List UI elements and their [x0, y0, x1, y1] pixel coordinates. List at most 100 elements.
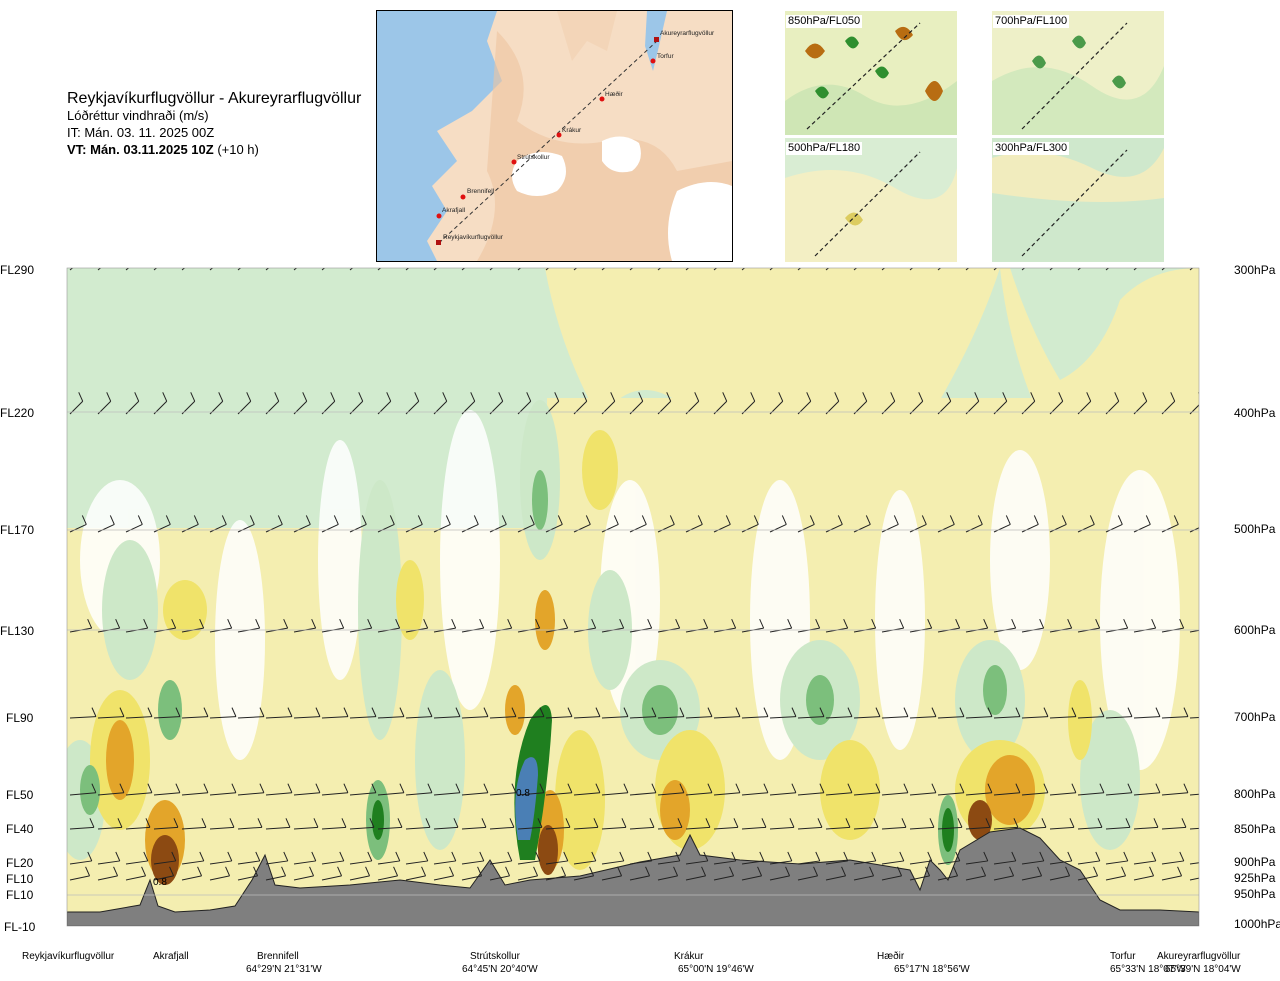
wind-barb-feather	[246, 392, 252, 402]
wind-barb-feather	[819, 707, 825, 717]
wind-barb	[545, 523, 563, 533]
wind-barb	[153, 826, 178, 830]
wind-barb-feather	[511, 783, 517, 793]
wind-barb	[405, 523, 423, 533]
wind-barb	[573, 523, 591, 533]
wind-barb	[181, 875, 202, 881]
wind-barb	[825, 792, 852, 796]
thumbnail-label: 850hPa/FL050	[786, 15, 863, 28]
wind-barb-feather	[563, 851, 569, 862]
wind-barb-feather	[1151, 851, 1157, 862]
wind-barb-feather	[1071, 783, 1077, 793]
wind-barb-feather	[862, 392, 868, 402]
wind-barb-feather	[311, 851, 317, 862]
wind-barb-feather	[875, 707, 881, 717]
wind-barb-feather	[367, 851, 373, 862]
wind-barb	[489, 860, 512, 865]
wind-barb-feather	[203, 783, 209, 793]
wind-barb-feather	[561, 866, 567, 877]
wind-barb-feather	[283, 851, 289, 862]
wind-barb	[265, 875, 286, 881]
wind-barb-feather	[677, 818, 683, 828]
wind-barb	[629, 716, 656, 719]
route-map[interactable]: Akureyrarflugvöllur Torfur Hæðir Krákur …	[376, 10, 733, 262]
wind-barb-feather	[339, 618, 345, 629]
wind-barb-feather	[589, 866, 595, 877]
wind-barb	[349, 826, 374, 830]
wind-barb	[293, 875, 314, 881]
pressure-label: 850hPa	[1234, 822, 1276, 836]
wind-barb	[685, 860, 708, 865]
wind-barb	[321, 860, 344, 865]
wind-barb	[1049, 875, 1070, 881]
wind-barb-feather	[1069, 818, 1075, 828]
wind-barb-feather	[1065, 866, 1071, 877]
fl-label: FL290	[0, 263, 35, 277]
wind-barb	[321, 792, 348, 796]
wind-barb-feather	[417, 515, 423, 525]
location-label: Krákur 65°00'N 19°46'W	[674, 950, 754, 976]
wind-barb-feather	[753, 515, 759, 525]
wind-barb-feather	[554, 392, 560, 402]
wind-barb	[797, 860, 820, 865]
wind-barb-feather	[535, 618, 541, 629]
wind-barb-feather	[582, 392, 588, 402]
valid-time-offset: (+10 h)	[213, 142, 259, 157]
wind-barb-feather	[451, 618, 457, 629]
wind-barb-feather	[1058, 392, 1064, 402]
wind-barb-feather	[619, 851, 625, 862]
map-label-haedir: Hæðir	[605, 90, 624, 98]
wind-barb	[405, 716, 432, 719]
wind-barb-feather	[921, 515, 927, 525]
wind-barb-feather	[201, 818, 207, 828]
thumbnail-850[interactable]: 850hPa/FL050	[785, 11, 957, 135]
wind-barb-feather	[505, 866, 511, 877]
wind-barb	[545, 792, 572, 796]
wind-barb-feather	[1093, 866, 1099, 877]
wind-barb	[97, 792, 124, 796]
wind-barb	[461, 860, 484, 865]
wind-barb-feather	[623, 783, 629, 793]
wind-barb-feather	[787, 618, 793, 629]
wind-barb	[1189, 717, 1199, 719]
wind-barb-feather	[343, 707, 349, 717]
wind-barb	[965, 523, 983, 533]
wind-barb-feather	[455, 783, 461, 793]
wind-barb	[825, 860, 848, 865]
wind-barb-feather	[259, 707, 265, 717]
thumbnail-700[interactable]: 700hPa/FL100	[992, 11, 1164, 135]
wind-barb-feather	[257, 818, 263, 828]
wind-barb	[125, 792, 152, 796]
wind-barb-feather	[399, 783, 405, 793]
wind-barb-feather	[1206, 867, 1210, 876]
wind-barb-feather	[231, 783, 237, 793]
wind-barb-feather	[763, 707, 769, 717]
wind-barb-feather	[675, 618, 681, 629]
wind-barb	[1161, 875, 1182, 881]
wind-barb-feather	[1039, 618, 1045, 629]
wind-barb-feather	[225, 866, 231, 877]
wind-barb	[573, 792, 600, 796]
wind-barb-feather	[455, 707, 461, 717]
wind-barb-feather	[645, 866, 651, 877]
wind-barbs	[69, 268, 1210, 881]
thumbnail-500[interactable]: 500hPa/FL180	[785, 138, 957, 262]
wind-barb-feather	[227, 851, 233, 862]
wind-barb	[545, 860, 568, 865]
pressure-label: 700hPa	[1234, 710, 1276, 724]
wind-barb-feather	[1114, 392, 1120, 402]
wind-barb-feather	[841, 866, 847, 877]
initial-time: IT: Mán. 03. 11. 2025 00Z	[67, 125, 215, 140]
cross-section-chart[interactable]: 0.8 0.8	[0, 262, 1280, 942]
wind-barb-feather	[341, 818, 347, 828]
wind-barb	[713, 860, 736, 865]
wind-barb-feather	[479, 851, 485, 862]
wind-barb	[349, 860, 372, 865]
thumbnail-300[interactable]: 300hPa/FL300	[992, 138, 1164, 262]
wind-barb	[993, 826, 1018, 830]
wind-barb-feather	[619, 618, 625, 629]
wind-barb-feather	[729, 866, 735, 877]
wind-barb	[685, 875, 706, 881]
wind-barb-feather	[117, 818, 123, 828]
wind-barb-feather	[865, 515, 871, 525]
